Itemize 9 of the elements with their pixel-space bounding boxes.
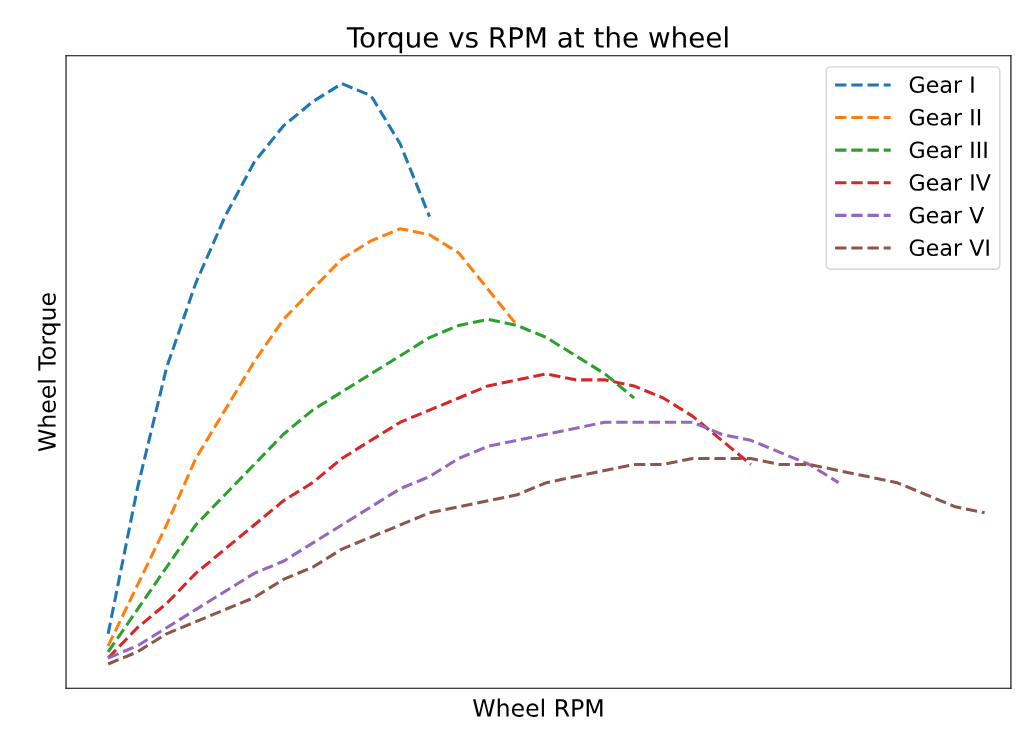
y-axis-title: Wheel Torque xyxy=(37,293,61,452)
legend-label: Gear II xyxy=(909,108,981,126)
legend-label: Gear IV xyxy=(909,174,991,191)
legend-label: Gear V xyxy=(909,206,985,224)
x-axis-title: Wheel RPM xyxy=(473,698,603,717)
legend-label: Gear VI xyxy=(909,239,989,257)
legend-label: Gear III xyxy=(909,141,987,159)
legend-label: Gear I xyxy=(909,76,974,93)
chart-title: Torque vs RPM at the wheel xyxy=(346,26,728,54)
